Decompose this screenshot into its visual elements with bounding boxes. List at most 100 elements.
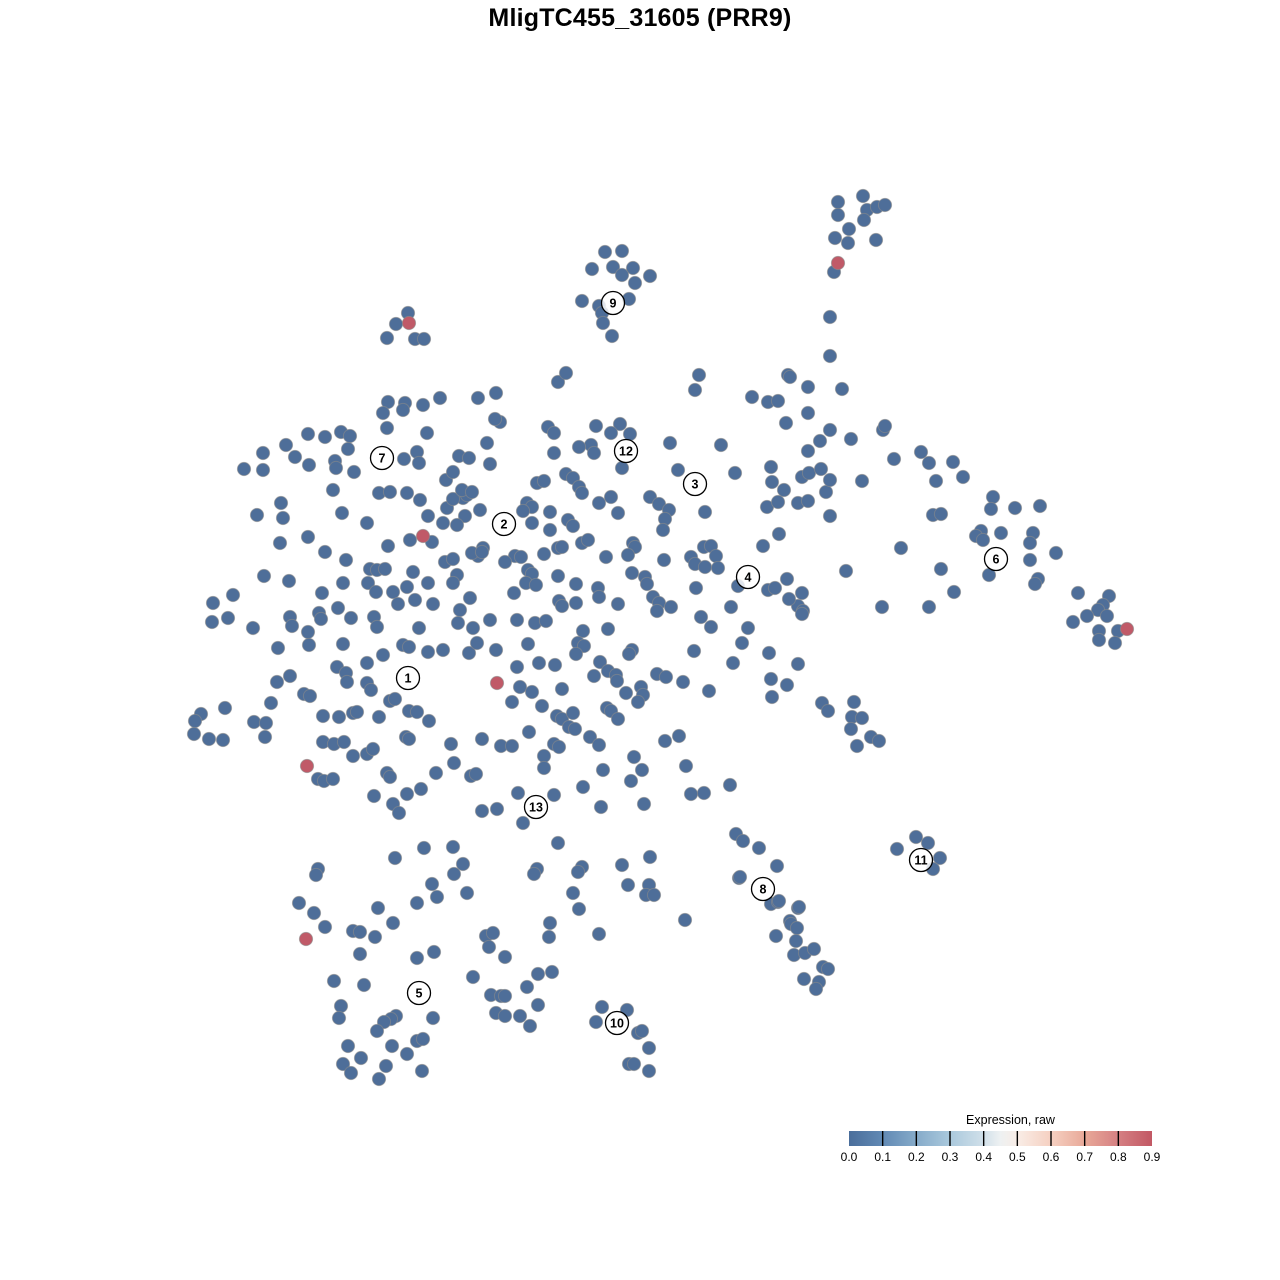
data-point: [567, 721, 583, 737]
data-point: [326, 973, 342, 989]
chart-title: MligTC455_31605 (PRR9): [488, 4, 792, 32]
data-point: [435, 642, 451, 658]
data-point: [993, 525, 1009, 541]
data-point: [776, 482, 792, 498]
data-point: [481, 939, 497, 955]
data-point: [675, 674, 691, 690]
legend-tick-label: 0.5: [1009, 1150, 1026, 1164]
data-point: [497, 1008, 513, 1024]
data-point: [725, 655, 741, 671]
data-point: [734, 635, 750, 651]
data-point: [385, 584, 401, 600]
data-point: [273, 495, 289, 511]
data-point: [536, 748, 552, 764]
data-point: [751, 840, 767, 856]
data-point: [205, 595, 221, 611]
data-point: [432, 390, 448, 406]
data-point: [399, 579, 415, 595]
data-point: [512, 1008, 528, 1024]
cluster-label-circle: [735, 564, 761, 590]
data-point: [369, 1023, 385, 1039]
data-point: [528, 577, 544, 593]
data-point: [600, 621, 616, 637]
data-point: [497, 554, 513, 570]
data-point: [636, 796, 652, 812]
data-point: [530, 997, 546, 1013]
data-point: [614, 460, 630, 476]
data-point: [420, 644, 436, 660]
data-point: [788, 933, 804, 949]
data-point: [382, 484, 398, 500]
data-point: [255, 445, 271, 461]
data-point: [790, 656, 806, 672]
data-point: [409, 950, 425, 966]
data-point: [536, 546, 552, 562]
data-point: [390, 596, 406, 612]
data-point: [723, 599, 739, 615]
data-point: [592, 654, 608, 670]
data-point: [395, 402, 411, 418]
data-point: [299, 758, 315, 774]
data-point: [626, 1056, 642, 1072]
data-point: [565, 885, 581, 901]
data-point: [598, 549, 614, 565]
data-point: [655, 522, 671, 538]
data-point: [800, 443, 816, 459]
data-point: [641, 1040, 657, 1056]
data-point: [570, 864, 586, 880]
cluster-label-circle: [908, 847, 934, 873]
data-point: [610, 596, 626, 612]
data-point: [510, 785, 526, 801]
data-point: [302, 688, 318, 704]
data-point: [1022, 535, 1038, 551]
data-point: [662, 435, 678, 451]
data-point: [356, 977, 372, 993]
data-point: [446, 866, 462, 882]
data-point: [781, 591, 797, 607]
cluster-label-text: 2: [501, 518, 508, 532]
cluster-label-text: 8: [760, 883, 767, 897]
data-point: [246, 714, 262, 730]
data-point: [1065, 614, 1081, 630]
data-point: [365, 741, 381, 757]
data-point: [663, 599, 679, 615]
data-point: [412, 492, 428, 508]
data-point: [614, 243, 630, 259]
data-point: [554, 681, 570, 697]
data-point: [886, 451, 902, 467]
data-point: [225, 587, 241, 603]
data-point: [396, 451, 412, 467]
data-point: [827, 230, 843, 246]
data-point: [868, 232, 884, 248]
data-point: [220, 610, 236, 626]
data-point: [946, 584, 962, 600]
data-point: [272, 535, 288, 551]
data-point: [808, 981, 824, 997]
data-point: [317, 429, 333, 445]
data-point: [547, 657, 563, 673]
data-point: [735, 833, 751, 849]
data-point: [1099, 608, 1115, 624]
data-point: [379, 330, 395, 346]
cluster-label-circle: [406, 980, 432, 1006]
data-point: [366, 788, 382, 804]
data-point: [591, 737, 607, 753]
data-point: [625, 260, 641, 276]
data-point: [612, 416, 628, 432]
data-point: [985, 489, 1001, 505]
data-point: [522, 1018, 538, 1034]
data-point: [594, 999, 610, 1015]
data-point: [584, 261, 600, 277]
legend-tick-label: 0.1: [874, 1150, 891, 1164]
data-point: [932, 850, 948, 866]
cluster-label-text: 6: [993, 553, 1000, 567]
data-point: [603, 489, 619, 505]
data-point: [794, 606, 810, 622]
data-point: [306, 905, 322, 921]
data-point: [515, 815, 531, 831]
data-point: [378, 1058, 394, 1074]
legend-tick-label: 0.9: [1144, 1150, 1161, 1164]
data-point: [568, 595, 584, 611]
data-point: [843, 721, 859, 737]
data-point: [657, 733, 673, 749]
